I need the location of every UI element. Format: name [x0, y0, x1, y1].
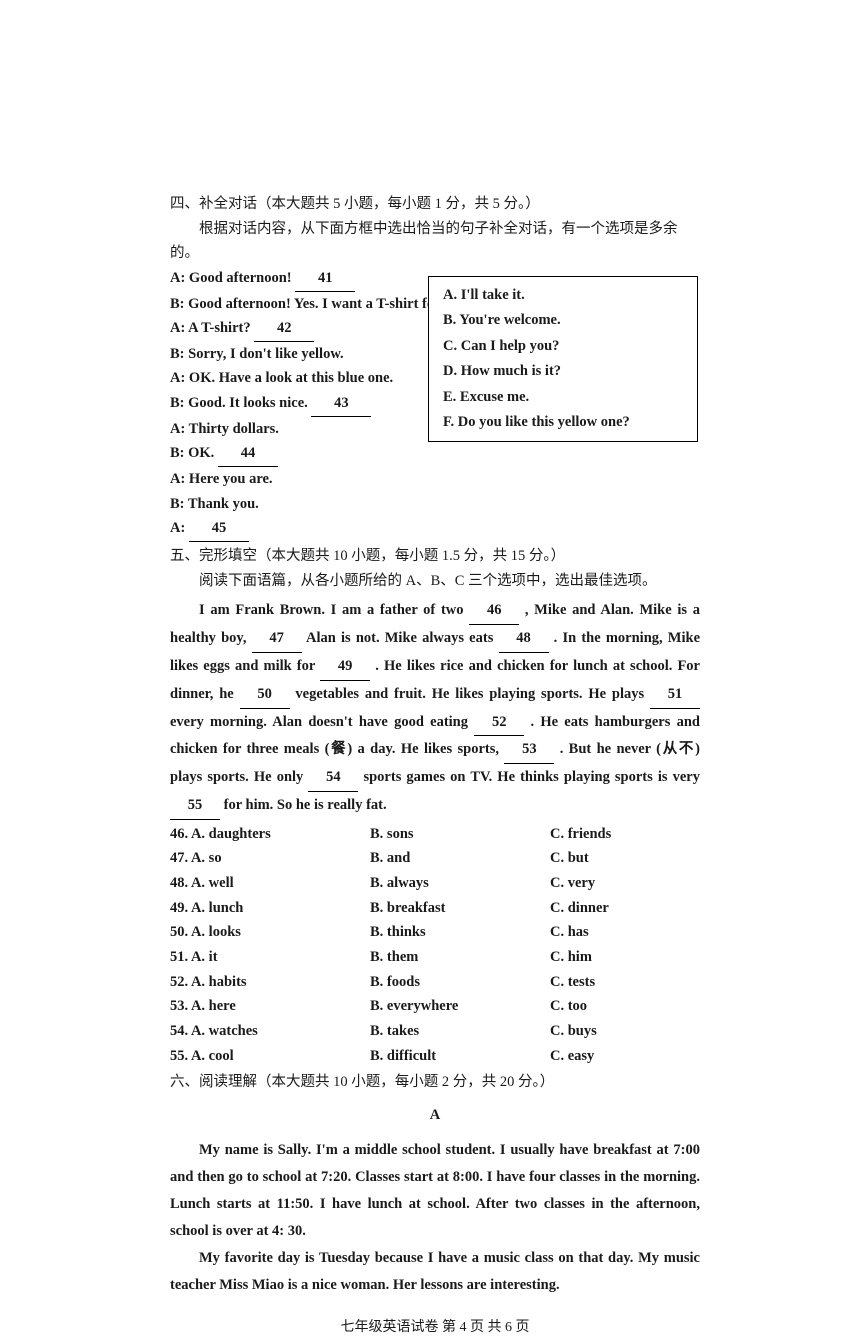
choice-cell: 50. A. looks	[170, 920, 370, 945]
section-4: 四、补全对话（本大题共 5 小题，每小题 1 分，共 5 分。） 根据对话内容，…	[170, 192, 700, 542]
choice-cell: C. tests	[550, 970, 690, 995]
blank-50: 50	[240, 681, 290, 709]
choice-cell: C. dinner	[550, 896, 690, 921]
reading-para-1: My name is Sally. I'm a middle school st…	[170, 1137, 700, 1244]
choice-grid: 46. A. daughters B. sons C. friends 47. …	[170, 822, 700, 1068]
passage-text: for him. So he is really fat.	[220, 797, 387, 813]
choice-cell: 46. A. daughters	[170, 822, 370, 847]
choice-cell: 47. A. so	[170, 846, 370, 871]
dialogue-line: B: OK. 44	[170, 441, 700, 467]
section-6: 六、阅读理解（本大题共 10 小题，每小题 2 分，共 20 分。） A My …	[170, 1070, 700, 1298]
section-5-instruction: 阅读下面语篇，从各小题所给的 A、B、C 三个选项中，选出最佳选项。	[170, 569, 700, 594]
dialogue-line: A: 45	[170, 516, 700, 542]
dialogue-text: B: OK.	[170, 445, 214, 461]
reading-passage: My name is Sally. I'm a middle school st…	[170, 1137, 700, 1298]
dialogue-line: A: Here you are.	[170, 467, 700, 492]
choice-cell: B. everywhere	[370, 994, 550, 1019]
choice-cell: B. sons	[370, 822, 550, 847]
choice-cell: 54. A. watches	[170, 1019, 370, 1044]
choice-cell: C. very	[550, 871, 690, 896]
choice-cell: C. him	[550, 945, 690, 970]
blank-53: 53	[504, 736, 554, 764]
choice-cell: B. them	[370, 945, 550, 970]
blank-43: 43	[311, 391, 371, 417]
section-5: 五、完形填空（本大题共 10 小题，每小题 1.5 分，共 15 分。） 阅读下…	[170, 544, 700, 1068]
passage-label: A	[170, 1103, 700, 1128]
choice-cell: 53. A. here	[170, 994, 370, 1019]
blank-41: 41	[295, 266, 355, 292]
reading-para-2: My favorite day is Tuesday because I hav…	[170, 1245, 700, 1299]
choice-cell: C. has	[550, 920, 690, 945]
blank-54: 54	[308, 764, 358, 792]
option-c: C. Can I help you?	[443, 334, 683, 359]
passage-text: vegetables and fruit. He likes playing s…	[290, 686, 650, 702]
options-box: A. I'll take it. B. You're welcome. C. C…	[428, 276, 698, 442]
choice-cell: 52. A. habits	[170, 970, 370, 995]
passage-text: every morning. Alan doesn't have good ea…	[170, 714, 474, 730]
option-f: F. Do you like this yellow one?	[443, 410, 683, 435]
choice-cell: B. foods	[370, 970, 550, 995]
blank-42: 42	[254, 316, 314, 342]
choice-cell: B. takes	[370, 1019, 550, 1044]
option-a: A. I'll take it.	[443, 283, 683, 308]
section-6-title: 六、阅读理解（本大题共 10 小题，每小题 2 分，共 20 分。）	[170, 1070, 700, 1095]
dialogue-text: B: Good. It looks nice.	[170, 395, 308, 411]
dialogue-text: A:	[170, 520, 185, 536]
choice-cell: B. breakfast	[370, 896, 550, 921]
blank-51: 51	[650, 681, 700, 709]
dialogue-text: A: A T-shirt?	[170, 320, 251, 336]
choice-cell: C. too	[550, 994, 690, 1019]
option-b: B. You're welcome.	[443, 308, 683, 333]
section-4-title: 四、补全对话（本大题共 5 小题，每小题 1 分，共 5 分。）	[170, 192, 700, 217]
dialogue-text: A: Good afternoon!	[170, 270, 292, 286]
choice-cell: 49. A. lunch	[170, 896, 370, 921]
passage-text: I am Frank Brown. I am a father of two	[199, 602, 469, 618]
choice-cell: 51. A. it	[170, 945, 370, 970]
passage-text: sports games on TV. He thinks playing sp…	[358, 769, 700, 785]
choice-cell: B. and	[370, 846, 550, 871]
choice-cell: 55. A. cool	[170, 1044, 370, 1069]
blank-52: 52	[474, 709, 524, 737]
choice-cell: B. thinks	[370, 920, 550, 945]
choice-cell: B. difficult	[370, 1044, 550, 1069]
exam-page: 四、补全对话（本大题共 5 小题，每小题 1 分，共 5 分。） 根据对话内容，…	[0, 0, 860, 1340]
blank-45: 45	[189, 516, 249, 542]
choice-cell: B. always	[370, 871, 550, 896]
choice-cell: 48. A. well	[170, 871, 370, 896]
option-d: D. How much is it?	[443, 359, 683, 384]
section-4-instruction: 根据对话内容，从下面方框中选出恰当的句子补全对话，有一个选项是多余的。	[170, 217, 700, 266]
page-footer: 七年级英语试卷 第 4 页 共 6 页	[170, 1316, 700, 1340]
blank-44: 44	[218, 441, 278, 467]
choice-cell: C. but	[550, 846, 690, 871]
passage-text: Alan is not. Mike always eats	[302, 630, 499, 646]
blank-47: 47	[252, 625, 302, 653]
option-e: E. Excuse me.	[443, 385, 683, 410]
section-5-title: 五、完形填空（本大题共 10 小题，每小题 1.5 分，共 15 分。）	[170, 544, 700, 569]
choice-cell: C. friends	[550, 822, 690, 847]
choice-cell: C. easy	[550, 1044, 690, 1069]
blank-55: 55	[170, 792, 220, 820]
blank-49: 49	[320, 653, 370, 681]
cloze-passage: I am Frank Brown. I am a father of two 4…	[170, 597, 700, 820]
choice-cell: C. buys	[550, 1019, 690, 1044]
blank-46: 46	[469, 597, 519, 625]
blank-48: 48	[499, 625, 549, 653]
dialogue-line: B: Thank you.	[170, 492, 700, 517]
